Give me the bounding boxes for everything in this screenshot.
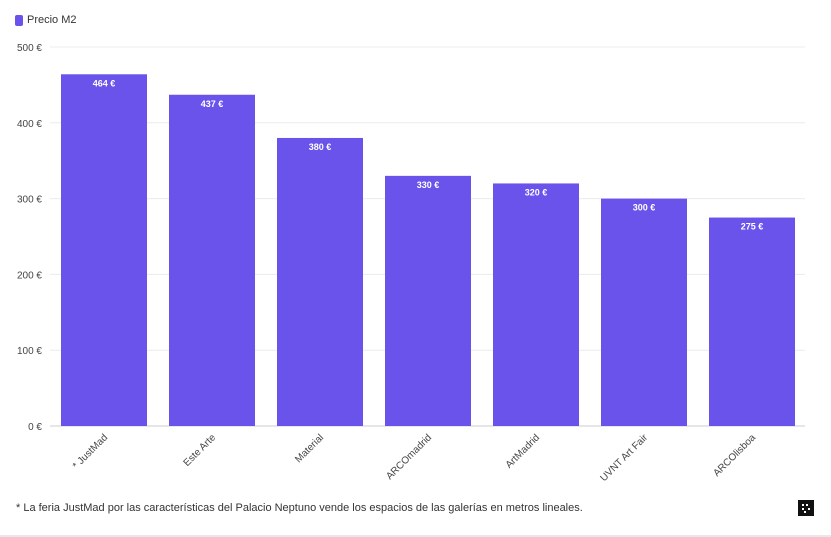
- y-tick-label: 500 €: [17, 43, 42, 54]
- footnote: * La feria JustMad por las característic…: [16, 502, 583, 514]
- bar[interactable]: [709, 217, 795, 426]
- x-tick-label: ARCOlisboa: [711, 432, 758, 479]
- legend-label: Precio M2: [27, 14, 77, 26]
- y-tick-label: 300 €: [17, 195, 42, 206]
- data-label: 380 €: [309, 142, 332, 152]
- x-tick-label: ARCOmadrid: [384, 432, 434, 482]
- data-label: 330 €: [417, 180, 440, 190]
- legend-swatch: [15, 14, 23, 26]
- bar[interactable]: [169, 94, 255, 426]
- bar[interactable]: [61, 74, 147, 427]
- data-label: 320 €: [525, 187, 548, 197]
- x-tick-label: UVNT Art Fair: [598, 432, 650, 484]
- x-tick-label: Material: [293, 432, 326, 465]
- data-label: 300 €: [633, 203, 656, 213]
- y-tick-label: 400 €: [17, 119, 42, 130]
- bar[interactable]: [601, 198, 687, 426]
- x-tick-label: * JustMad: [71, 432, 110, 471]
- legend[interactable]: Precio M2: [15, 14, 77, 26]
- data-label: 464 €: [93, 78, 116, 88]
- y-tick-label: 200 €: [17, 270, 42, 281]
- y-tick-label: 0 €: [28, 422, 42, 433]
- bar[interactable]: [493, 183, 579, 426]
- x-tick-label: Este Arte: [182, 432, 219, 469]
- data-label: 437 €: [201, 99, 224, 109]
- bar[interactable]: [385, 175, 471, 426]
- bottom-divider: [0, 535, 831, 537]
- bar[interactable]: [277, 137, 363, 426]
- y-tick-label: 100 €: [17, 346, 42, 357]
- data-label: 275 €: [741, 222, 764, 232]
- brand-logo: [798, 500, 814, 516]
- x-tick-label: ArtMadrid: [504, 432, 542, 470]
- bar-chart: 0 € 100 € 200 € 300 € 400 € 500 € 464 € * JustM…: [17, 43, 805, 484]
